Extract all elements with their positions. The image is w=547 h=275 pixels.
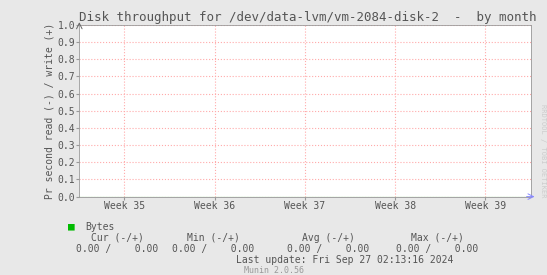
Text: ■: ■ (68, 222, 74, 232)
Text: 0.00 /    0.00: 0.00 / 0.00 (287, 244, 369, 254)
Text: Munin 2.0.56: Munin 2.0.56 (243, 266, 304, 275)
Text: Cur (-/+): Cur (-/+) (91, 233, 144, 243)
Text: Disk throughput for /dev/data-lvm/vm-2084-disk-2  -  by month: Disk throughput for /dev/data-lvm/vm-208… (79, 10, 537, 24)
Text: 0.00 /    0.00: 0.00 / 0.00 (172, 244, 254, 254)
Text: Bytes: Bytes (85, 222, 114, 232)
Y-axis label: Pr second read (-) / write (+): Pr second read (-) / write (+) (45, 23, 55, 199)
Text: 0.00 /    0.00: 0.00 / 0.00 (397, 244, 479, 254)
Text: RRDTOOL / TOBI OETIKER: RRDTOOL / TOBI OETIKER (540, 104, 546, 198)
Text: Last update: Fri Sep 27 02:13:16 2024: Last update: Fri Sep 27 02:13:16 2024 (236, 255, 453, 265)
Text: Max (-/+): Max (-/+) (411, 233, 464, 243)
Text: 0.00 /    0.00: 0.00 / 0.00 (77, 244, 159, 254)
Text: Avg (-/+): Avg (-/+) (302, 233, 354, 243)
Text: Min (-/+): Min (-/+) (187, 233, 240, 243)
